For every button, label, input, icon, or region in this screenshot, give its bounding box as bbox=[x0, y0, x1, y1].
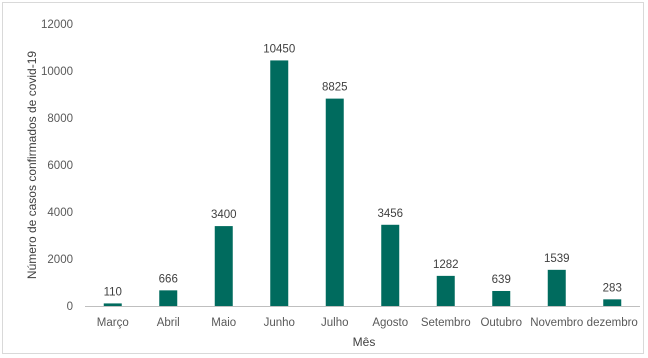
bar-abril bbox=[159, 290, 178, 306]
bar-julho bbox=[325, 98, 344, 306]
x-tick-label: Maio bbox=[211, 317, 236, 329]
y-tick-label: 10000 bbox=[41, 66, 73, 78]
x-tick-label: Abril bbox=[157, 317, 180, 329]
x-tick-label: Julho bbox=[321, 317, 349, 329]
bar-setembro bbox=[436, 275, 455, 306]
x-tick-label: Outubro bbox=[480, 317, 522, 329]
x-tick-label: Março bbox=[97, 317, 129, 329]
bar-março bbox=[103, 303, 122, 306]
bar-outubro bbox=[492, 290, 511, 306]
chart-frame bbox=[2, 2, 644, 354]
bar-maio bbox=[214, 226, 233, 306]
bars bbox=[103, 60, 622, 306]
y-tick-label: 6000 bbox=[47, 160, 73, 172]
y-tick-label: 4000 bbox=[47, 207, 73, 219]
x-tick-label: Junho bbox=[264, 317, 295, 329]
data-label: 1539 bbox=[544, 253, 570, 265]
data-label: 3400 bbox=[211, 209, 237, 221]
y-tick-label: 8000 bbox=[47, 113, 73, 125]
x-tick-label: dezembro bbox=[587, 317, 638, 329]
data-label: 110 bbox=[104, 286, 122, 298]
bar-novembro bbox=[547, 269, 566, 306]
y-axis-ticks: 0 2000 4000 6000 8000 10000 12000 bbox=[41, 19, 73, 313]
bar-junho bbox=[270, 60, 289, 306]
data-label: 8825 bbox=[322, 82, 348, 94]
data-label: 283 bbox=[603, 282, 622, 294]
y-axis-title: Número de casos confirmados de covid-19 bbox=[25, 51, 39, 279]
data-label: 666 bbox=[159, 273, 178, 285]
y-tick-label: 12000 bbox=[41, 19, 73, 31]
x-tick-label: Setembro bbox=[421, 317, 471, 329]
y-tick-label: 2000 bbox=[47, 254, 73, 266]
data-label: 10450 bbox=[263, 43, 295, 55]
x-tick-label: Agosto bbox=[372, 317, 408, 329]
x-axis-title: Mês bbox=[353, 335, 376, 349]
data-label: 639 bbox=[492, 274, 511, 286]
data-label: 1282 bbox=[433, 259, 459, 271]
bar-dezembro bbox=[603, 299, 622, 306]
x-tick-label: Novembro bbox=[530, 317, 583, 329]
data-label: 3456 bbox=[377, 208, 403, 220]
x-axis-ticks: Março Abril Maio Junho Julho Agosto Setembro Ou… bbox=[97, 317, 638, 329]
data-labels: 110 666 3400 10450 8825 3456 1282 639 1539 283 bbox=[104, 43, 622, 298]
y-tick-label: 0 bbox=[67, 301, 73, 313]
bar-agosto bbox=[381, 224, 400, 306]
